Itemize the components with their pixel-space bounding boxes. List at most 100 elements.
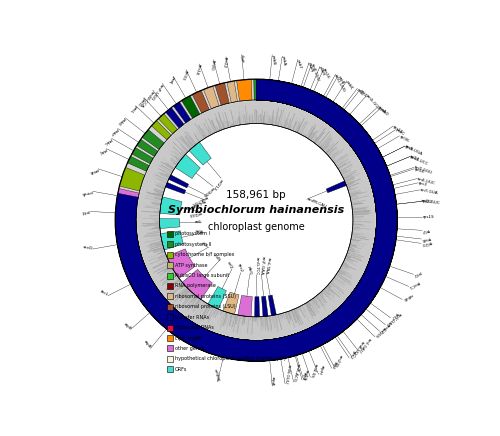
Text: rps18: rps18 [194,63,202,75]
Text: psbJ: psbJ [98,147,107,154]
Text: trnS-GCU: trnS-GCU [365,94,380,112]
Wedge shape [256,79,372,151]
Bar [168,324,173,330]
Text: petL: petL [128,104,137,113]
Text: cytochrome b/f complex: cytochrome b/f complex [174,252,234,257]
Wedge shape [175,154,201,178]
Text: psbH: psbH [318,66,326,77]
Bar [168,242,173,247]
Wedge shape [166,182,186,194]
Wedge shape [116,231,140,257]
Text: trnN-GUU: trnN-GUU [283,364,290,384]
Wedge shape [223,292,239,314]
Wedge shape [318,99,337,122]
Wedge shape [330,284,376,331]
Text: hypothetical chloroplast reading frames (ycf): hypothetical chloroplast reading frames … [174,356,286,361]
Text: clpP, matK: clpP, matK [174,336,201,341]
Text: accD: accD [82,245,93,251]
Text: psbF: psbF [108,127,119,136]
Text: trnG-UCC: trnG-UCC [409,155,428,166]
Text: rps2: rps2 [348,349,356,359]
Wedge shape [256,79,398,232]
Wedge shape [362,154,384,170]
Wedge shape [116,208,136,218]
Wedge shape [115,79,398,361]
Bar [168,335,173,341]
Wedge shape [318,316,341,341]
Text: rn6: rn6 [194,220,202,224]
Wedge shape [148,79,398,361]
Wedge shape [120,167,145,191]
Wedge shape [372,181,394,193]
Text: trnL-TAA: trnL-TAA [264,257,272,274]
Text: pbf1: pbf1 [246,265,252,275]
Bar [168,231,173,237]
Text: atpA: atpA [270,376,275,386]
Wedge shape [123,259,158,301]
Wedge shape [192,90,210,113]
Circle shape [115,79,398,361]
Wedge shape [160,218,180,228]
Text: 158,961 bp: 158,961 bp [226,190,286,200]
Text: RNA polymerase: RNA polymerase [174,283,216,289]
Text: rpl33: rpl33 [180,69,188,80]
Wedge shape [256,79,350,131]
Wedge shape [236,79,252,101]
Wedge shape [210,79,398,361]
Text: rrn4.5S: rrn4.5S [308,363,317,378]
Wedge shape [166,108,184,128]
Wedge shape [376,201,396,210]
Text: orf309: orf309 [201,185,214,197]
Text: rpl36: rpl36 [398,134,409,143]
Text: Symbiochlorum hainanensis: Symbiochlorum hainanensis [168,205,344,215]
Wedge shape [302,89,318,112]
Wedge shape [326,181,346,193]
Text: rpl2: rpl2 [422,228,430,232]
Text: psaJ: psaJ [167,75,175,85]
Text: photosystem I: photosystem I [174,232,210,236]
Wedge shape [256,79,304,107]
Wedge shape [116,79,398,361]
Text: rrn23S: rrn23S [332,354,342,368]
Text: trnQ-UUG: trnQ-UUG [334,73,347,93]
Text: psbL: psbL [102,136,113,145]
Wedge shape [227,81,237,102]
Text: atpE: atpE [122,321,132,331]
Wedge shape [182,95,200,118]
Bar [168,262,173,268]
Text: trnA-UGC: trnA-UGC [350,339,364,358]
Text: psbE: psbE [116,116,126,126]
Text: trnS-UGA: trnS-UGA [404,144,423,157]
Text: orf243: orf243 [188,210,202,216]
Wedge shape [115,79,398,361]
Wedge shape [260,79,295,105]
Text: trnR-ACG: trnR-ACG [292,363,300,382]
Wedge shape [372,215,398,257]
Wedge shape [160,231,184,250]
Wedge shape [256,79,295,105]
Wedge shape [132,147,153,164]
Text: ndhB: ndhB [402,293,412,301]
Text: ATP synthase: ATP synthase [174,262,207,268]
Wedge shape [294,86,307,108]
Wedge shape [142,129,164,150]
Text: petA: petA [88,167,99,174]
Text: rps7: rps7 [390,311,400,320]
Wedge shape [340,119,367,146]
Wedge shape [168,175,188,188]
Circle shape [160,123,353,317]
Text: trnK-UUU: trnK-UUU [310,63,320,82]
Text: rps16: rps16 [322,68,330,80]
Text: trnE-UUC: trnE-UUC [416,177,436,185]
Wedge shape [206,332,244,361]
Wedge shape [307,325,324,348]
Wedge shape [155,79,398,361]
Wedge shape [128,156,149,171]
Text: rpoC1: rpoC1 [408,280,420,288]
Text: rpoA: rpoA [376,106,386,115]
Wedge shape [256,79,386,173]
Wedge shape [268,295,276,316]
Bar [168,345,173,351]
Text: clpP: clpP [239,54,244,63]
Text: trnI-GAT: trnI-GAT [189,198,206,208]
